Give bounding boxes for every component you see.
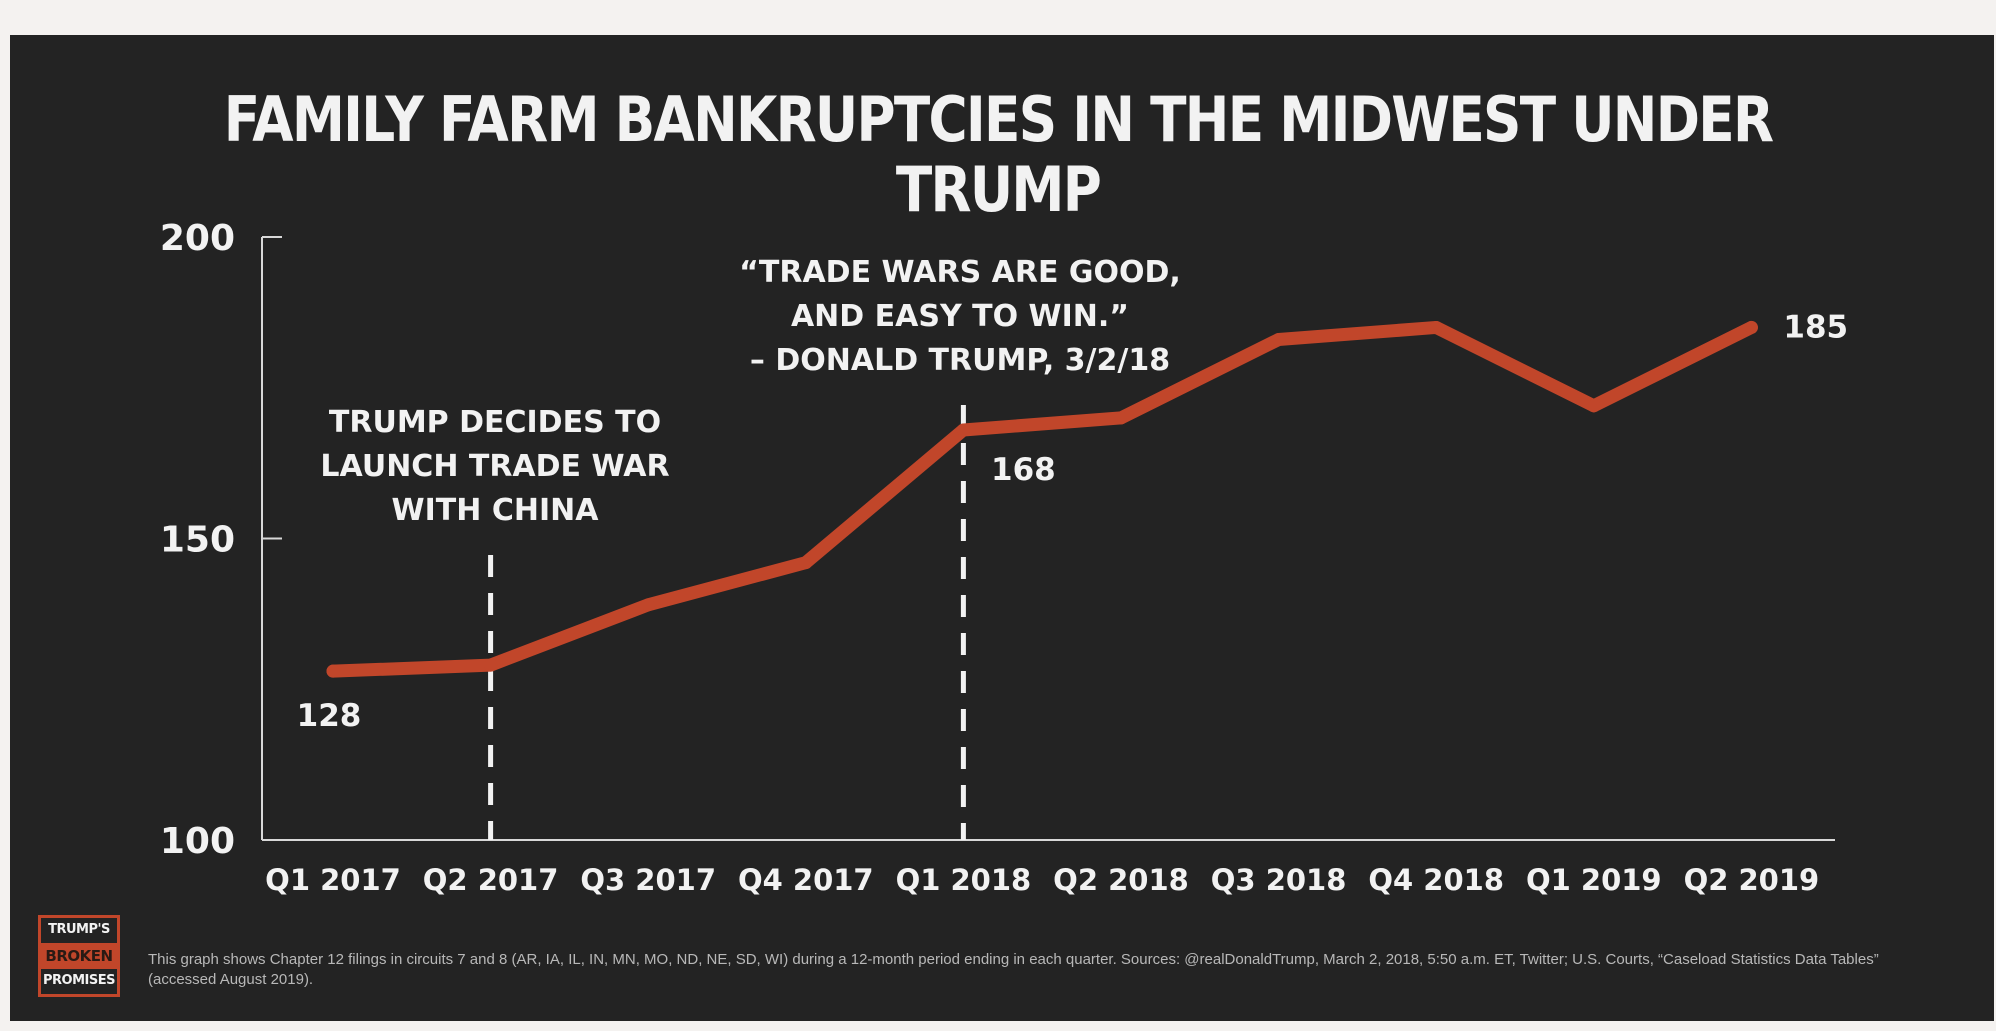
annotation-text-line: LAUNCH TRADE WAR xyxy=(320,449,669,484)
data-point xyxy=(1272,333,1286,347)
chart-panel xyxy=(10,35,1994,1021)
brand-logo: TRUMP'S BROKEN PROMISES xyxy=(38,915,120,997)
data-point xyxy=(641,598,655,612)
data-point xyxy=(799,556,813,570)
x-tick-label: Q2 2018 xyxy=(1053,863,1189,897)
x-tick-label: Q4 2018 xyxy=(1368,863,1504,897)
series-line xyxy=(326,320,1758,678)
x-tick-label: Q3 2018 xyxy=(1211,863,1347,897)
data-point xyxy=(1744,320,1758,334)
data-label: 168 xyxy=(991,452,1056,488)
data-label: 185 xyxy=(1783,309,1848,345)
data-point xyxy=(484,658,498,672)
annotation-text: “TRADE WARS ARE GOOD, AND EASY TO WIN.” – … xyxy=(739,255,1181,378)
x-tick-label: Q4 2017 xyxy=(738,863,874,897)
y-tick-label: 200 xyxy=(160,218,235,259)
data-point xyxy=(956,423,970,437)
data-label: 128 xyxy=(297,698,362,734)
annotation-text-line: TRUMP DECIDES TO xyxy=(329,405,661,440)
logo-text-line-2: BROKEN xyxy=(41,943,117,969)
chart-title: FAMILY FARM BANKRUPTCIES IN THE MIDWEST … xyxy=(223,83,1774,226)
x-tick-label: Q1 2018 xyxy=(896,863,1032,897)
annotation-text-line: AND EASY TO WIN.” xyxy=(791,299,1129,334)
data-point xyxy=(1114,411,1128,425)
logo-text-line-1: TRUMP'S xyxy=(48,922,110,937)
logo-text-line-3: PROMISES xyxy=(43,973,115,988)
y-tick-label: 100 xyxy=(160,821,235,862)
data-point xyxy=(1587,399,1601,413)
annotation-text: TRUMP DECIDES TO LAUNCH TRADE WAR WITH CHI… xyxy=(320,405,669,528)
data-point xyxy=(1429,320,1443,334)
source-footnote: This graph shows Chapter 12 filings in c… xyxy=(148,951,1879,988)
y-tick-label: 150 xyxy=(160,520,235,561)
x-tick-label: Q3 2017 xyxy=(580,863,716,897)
x-tick-label: Q1 2019 xyxy=(1526,863,1662,897)
x-tick-label: Q1 2017 xyxy=(265,863,401,897)
x-tick-label: Q2 2017 xyxy=(423,863,559,897)
x-tick-label: Q2 2019 xyxy=(1684,863,1820,897)
annotation-text-line: – DONALD TRUMP, 3/2/18 xyxy=(750,343,1170,378)
data-point xyxy=(326,664,340,678)
annotation-text-line: WITH CHINA xyxy=(392,493,600,528)
annotation-text-line: “TRADE WARS ARE GOOD, xyxy=(739,255,1181,290)
